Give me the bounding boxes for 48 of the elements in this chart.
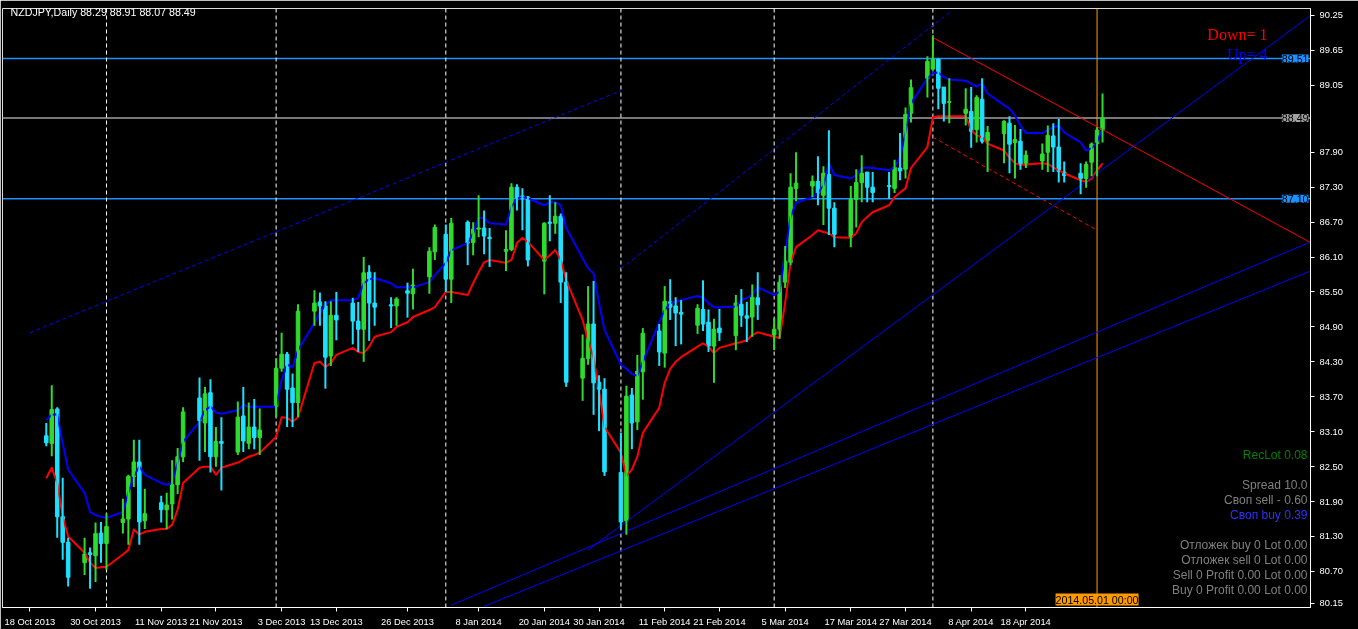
x-tick-label: 8 Apr 2014 [948,616,994,627]
x-tick-label: 17 Mar 2014 [824,616,877,627]
ref-line-label: 88.49 [1281,111,1309,124]
annotation: Отложек buy 0 Lot 0.00 [1179,537,1308,552]
annotation: Sell 0 Profit 0.00 Lot 0.00 [1172,567,1308,582]
y-tick-label: 85.50 [1319,286,1343,297]
y-tick-label: 89.05 [1319,80,1343,91]
x-tick-label: 5 Mar 2014 [761,616,809,627]
x-tick-label: 13 Dec 2013 [309,616,363,627]
chart-title: NZDJPY,Daily 88.29 88.91 88.07 88.49 [10,5,196,18]
x-tick-label: 11 Nov 2013 [135,616,188,627]
x-tick-label: 27 Mar 2014 [879,616,932,627]
y-tick-label: 81.90 [1319,496,1343,507]
x-tick-label: 3 Dec 2013 [257,616,306,627]
ref-line-label: 87.10 [1281,192,1309,205]
x-tick-label: 18 Apr 2014 [1000,616,1051,627]
y-tick-label: 83.10 [1319,426,1343,437]
y-tick-label: 90.25 [1319,10,1343,21]
x-tick-label: 30 Oct 2013 [70,616,121,627]
x-tick-label: 8 Jan 2014 [455,616,502,627]
annotation: Spread 10.0 [1242,477,1308,492]
y-tick-label: 80.15 [1319,598,1343,609]
y-tick-label: 81.30 [1319,531,1343,542]
x-tick-label: 18 Oct 2013 [4,616,56,627]
annotation: RecLot 0.08 [1242,447,1308,462]
x-tick-label: 21 Nov 2013 [189,616,243,627]
y-tick-label: 80.70 [1319,566,1343,577]
y-tick-label: 84.30 [1319,356,1343,367]
y-tick-label: 84.90 [1319,321,1343,332]
annotation: Отложек sell 0 Lot 0.00 [1181,552,1308,567]
y-tick-label: 82.50 [1319,461,1343,472]
x-tick-label: 30 Jan 2014 [573,616,625,627]
annotation: Своп sell - 0.60 [1224,492,1308,507]
annotation: Down= 1 [1207,26,1268,43]
ref-line-label: 2014.05.01 00:00 [1055,593,1139,606]
x-tick-label: 11 Feb 2014 [638,616,691,627]
annotation: Своп buy 0.39 [1230,507,1308,522]
ref-line-label: 89.51 [1281,52,1309,65]
x-tick-label: 21 Feb 2014 [693,616,746,627]
y-tick-label: 89.65 [1319,45,1343,56]
y-tick-label: 83.70 [1319,391,1343,402]
y-tick-label: 86.10 [1319,252,1343,263]
y-tick-label: 87.30 [1319,182,1343,193]
y-tick-label: 86.70 [1319,217,1343,228]
y-tick-label: 87.90 [1319,147,1343,158]
annotation: Buy 0 Profit 0.00 Lot 0.00 [1172,582,1308,597]
x-tick-label: 20 Jan 2014 [518,616,570,627]
x-tick-label: 26 Dec 2013 [381,616,434,627]
